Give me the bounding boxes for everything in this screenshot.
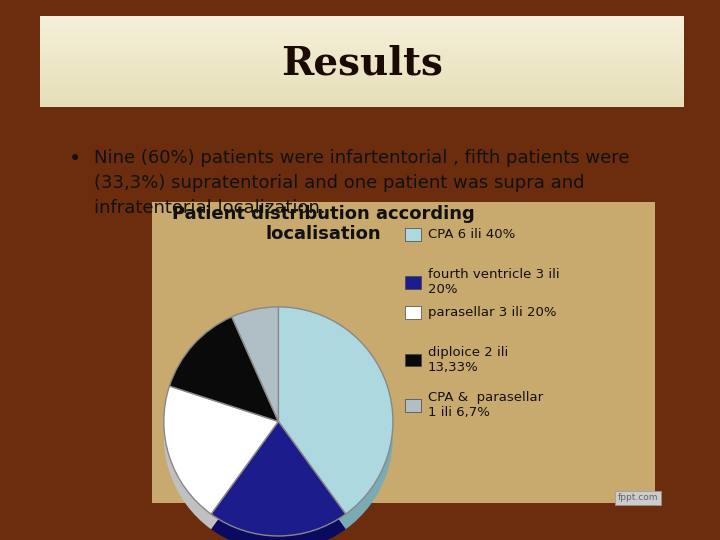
Text: •: • bbox=[68, 149, 81, 169]
FancyBboxPatch shape bbox=[40, 16, 684, 18]
FancyBboxPatch shape bbox=[40, 82, 684, 84]
FancyBboxPatch shape bbox=[40, 55, 684, 57]
Text: Results: Results bbox=[281, 45, 443, 83]
FancyBboxPatch shape bbox=[40, 73, 684, 75]
Text: CPA &  parasellar
1 ili 6,7%: CPA & parasellar 1 ili 6,7% bbox=[428, 392, 543, 420]
FancyBboxPatch shape bbox=[40, 57, 684, 59]
Text: parasellar 3 ili 20%: parasellar 3 ili 20% bbox=[428, 306, 556, 319]
FancyBboxPatch shape bbox=[40, 62, 684, 64]
FancyBboxPatch shape bbox=[40, 41, 684, 43]
Wedge shape bbox=[279, 322, 393, 529]
FancyBboxPatch shape bbox=[40, 23, 684, 25]
Wedge shape bbox=[164, 386, 279, 514]
Text: CPA 6 ili 40%: CPA 6 ili 40% bbox=[428, 228, 515, 241]
FancyBboxPatch shape bbox=[40, 70, 684, 73]
FancyBboxPatch shape bbox=[405, 228, 421, 241]
FancyBboxPatch shape bbox=[40, 45, 684, 48]
FancyBboxPatch shape bbox=[40, 32, 684, 34]
FancyBboxPatch shape bbox=[40, 37, 684, 39]
FancyBboxPatch shape bbox=[40, 89, 684, 91]
Text: Patient distribution according
localisation: Patient distribution according localisat… bbox=[172, 205, 474, 244]
Text: fourth ventricle 3 ili
20%: fourth ventricle 3 ili 20% bbox=[428, 268, 559, 296]
Wedge shape bbox=[279, 307, 393, 514]
FancyBboxPatch shape bbox=[40, 68, 684, 70]
Text: diploice 2 ili
13,33%: diploice 2 ili 13,33% bbox=[428, 346, 508, 374]
FancyBboxPatch shape bbox=[40, 34, 684, 37]
Wedge shape bbox=[232, 307, 279, 421]
FancyBboxPatch shape bbox=[40, 48, 684, 50]
FancyBboxPatch shape bbox=[40, 84, 684, 86]
Wedge shape bbox=[169, 317, 279, 421]
FancyBboxPatch shape bbox=[40, 52, 684, 55]
FancyBboxPatch shape bbox=[40, 93, 684, 95]
FancyBboxPatch shape bbox=[40, 25, 684, 28]
FancyBboxPatch shape bbox=[40, 28, 684, 30]
Wedge shape bbox=[169, 332, 279, 436]
FancyBboxPatch shape bbox=[405, 306, 421, 319]
Wedge shape bbox=[164, 401, 279, 529]
FancyBboxPatch shape bbox=[40, 64, 684, 66]
Wedge shape bbox=[232, 322, 279, 436]
FancyBboxPatch shape bbox=[40, 39, 684, 41]
FancyBboxPatch shape bbox=[40, 30, 684, 32]
Wedge shape bbox=[211, 436, 346, 540]
FancyBboxPatch shape bbox=[40, 79, 684, 82]
FancyBboxPatch shape bbox=[153, 202, 655, 503]
Text: fppt.com: fppt.com bbox=[618, 494, 658, 502]
FancyBboxPatch shape bbox=[40, 95, 684, 98]
FancyBboxPatch shape bbox=[40, 102, 684, 104]
FancyBboxPatch shape bbox=[40, 104, 684, 106]
FancyBboxPatch shape bbox=[40, 59, 684, 62]
FancyBboxPatch shape bbox=[40, 100, 684, 102]
FancyBboxPatch shape bbox=[40, 86, 684, 89]
FancyBboxPatch shape bbox=[40, 98, 684, 100]
FancyBboxPatch shape bbox=[40, 43, 684, 45]
FancyBboxPatch shape bbox=[40, 66, 684, 68]
FancyBboxPatch shape bbox=[40, 50, 684, 52]
FancyBboxPatch shape bbox=[405, 399, 421, 411]
Text: Nine (60%) patients were infartentorial , fifth patients were
(33,3%) supratento: Nine (60%) patients were infartentorial … bbox=[94, 149, 630, 217]
FancyBboxPatch shape bbox=[405, 276, 421, 289]
FancyBboxPatch shape bbox=[40, 77, 684, 79]
FancyBboxPatch shape bbox=[40, 18, 684, 21]
FancyBboxPatch shape bbox=[405, 354, 421, 367]
Wedge shape bbox=[211, 421, 346, 536]
FancyBboxPatch shape bbox=[40, 21, 684, 23]
FancyBboxPatch shape bbox=[40, 91, 684, 93]
FancyBboxPatch shape bbox=[40, 75, 684, 77]
